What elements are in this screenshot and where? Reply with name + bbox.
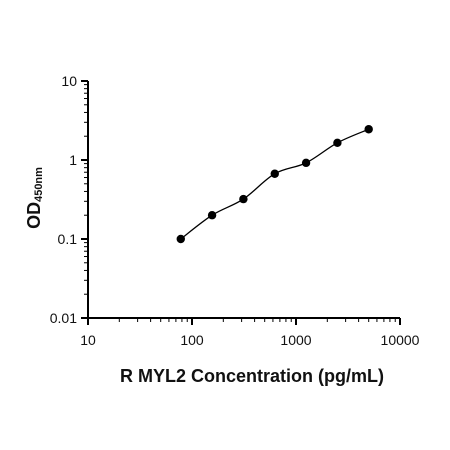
data-point <box>207 211 217 220</box>
data-point <box>176 234 185 244</box>
x-tick-label: 100 <box>180 332 204 348</box>
y-tick-label: 10 <box>61 73 77 89</box>
data-point <box>270 169 279 178</box>
y-tick-label: 1 <box>69 152 77 168</box>
x-tick-label: 1000 <box>280 332 311 348</box>
y-tick-label: 0.1 <box>58 231 78 247</box>
x-tick-label: 10000 <box>381 332 420 348</box>
data-point <box>239 194 248 204</box>
y-tick-label: 0.01 <box>50 310 77 326</box>
x-tick-label: 10 <box>80 332 96 348</box>
fit-curve-line <box>180 128 369 240</box>
axis-ticks: 10 100 1000 10000 0.01 0.1 1 10 <box>50 73 420 348</box>
data-point <box>333 138 342 148</box>
y-axis-title-main: OD <box>24 202 44 229</box>
x-axis-title: R MYL2 Concentration (pg/mL) <box>120 366 384 386</box>
data-point <box>364 125 373 134</box>
y-axis-title: OD450nm <box>24 167 45 229</box>
data-point <box>301 158 311 168</box>
plot-area <box>176 125 373 244</box>
y-axis-title-subscript: 450nm <box>33 167 45 202</box>
